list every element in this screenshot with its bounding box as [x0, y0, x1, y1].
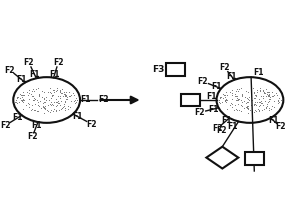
Text: F2: F2	[86, 120, 97, 129]
Text: F1: F1	[32, 121, 42, 130]
Text: F1: F1	[29, 70, 40, 79]
Text: F1: F1	[227, 122, 238, 131]
Polygon shape	[206, 147, 238, 169]
Text: F1: F1	[80, 95, 91, 104]
Text: F1: F1	[206, 92, 217, 101]
Text: F1: F1	[211, 82, 222, 91]
Text: F2: F2	[216, 126, 226, 135]
Text: F2: F2	[4, 66, 15, 75]
Text: F2: F2	[194, 108, 205, 117]
Text: F2: F2	[99, 95, 109, 104]
Text: F1: F1	[221, 116, 231, 125]
Text: F2: F2	[27, 132, 38, 141]
Text: F1: F1	[253, 68, 264, 77]
Text: F2: F2	[198, 77, 208, 86]
Text: F2: F2	[275, 122, 286, 131]
Text: F1: F1	[16, 75, 27, 84]
Text: F2: F2	[24, 58, 34, 67]
Bar	[181, 94, 200, 106]
Text: F1: F1	[226, 72, 237, 81]
Text: F2: F2	[53, 58, 64, 67]
Text: F1: F1	[208, 105, 219, 114]
Bar	[167, 63, 185, 76]
Text: F3: F3	[152, 65, 165, 74]
Bar	[245, 152, 264, 165]
Text: F1: F1	[50, 70, 60, 79]
Text: F1: F1	[268, 116, 279, 125]
Text: F2: F2	[212, 124, 222, 133]
Text: F2: F2	[0, 121, 11, 130]
Text: F1: F1	[13, 113, 23, 122]
Text: F2: F2	[220, 63, 230, 72]
Text: F1: F1	[72, 112, 82, 121]
